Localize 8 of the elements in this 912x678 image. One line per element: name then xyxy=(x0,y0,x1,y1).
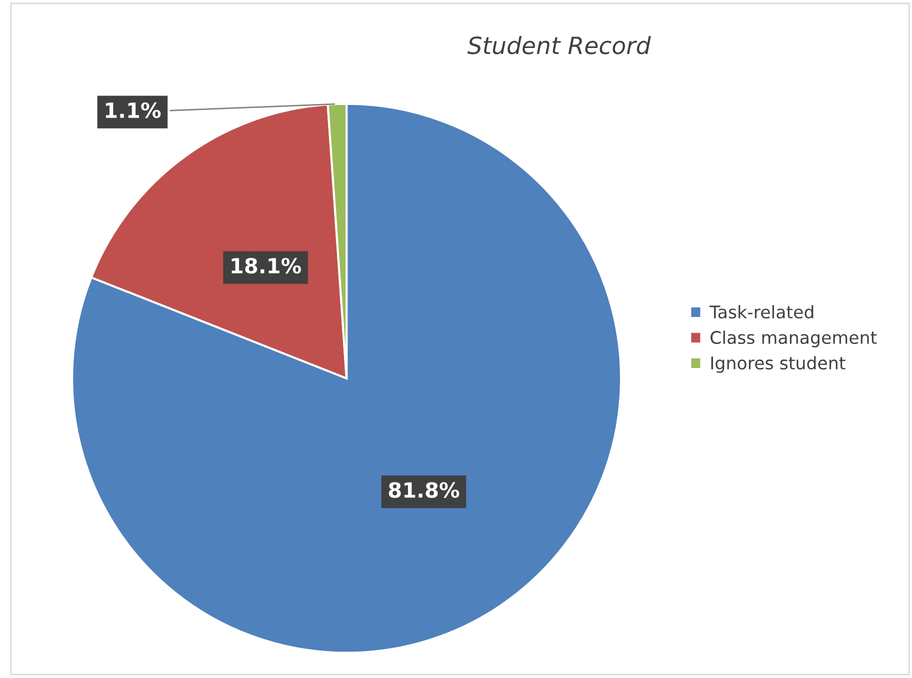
legend-label: Ignores student xyxy=(711,356,846,373)
chart-title: Student Record xyxy=(467,36,651,54)
legend-label: Class management xyxy=(710,330,877,348)
data-label: 81.8% xyxy=(388,482,460,498)
pie-slice xyxy=(71,102,622,654)
legend-label: Task-related xyxy=(710,305,814,319)
data-label: 18.1% xyxy=(232,258,302,274)
data-label: 1.1% xyxy=(106,102,161,118)
